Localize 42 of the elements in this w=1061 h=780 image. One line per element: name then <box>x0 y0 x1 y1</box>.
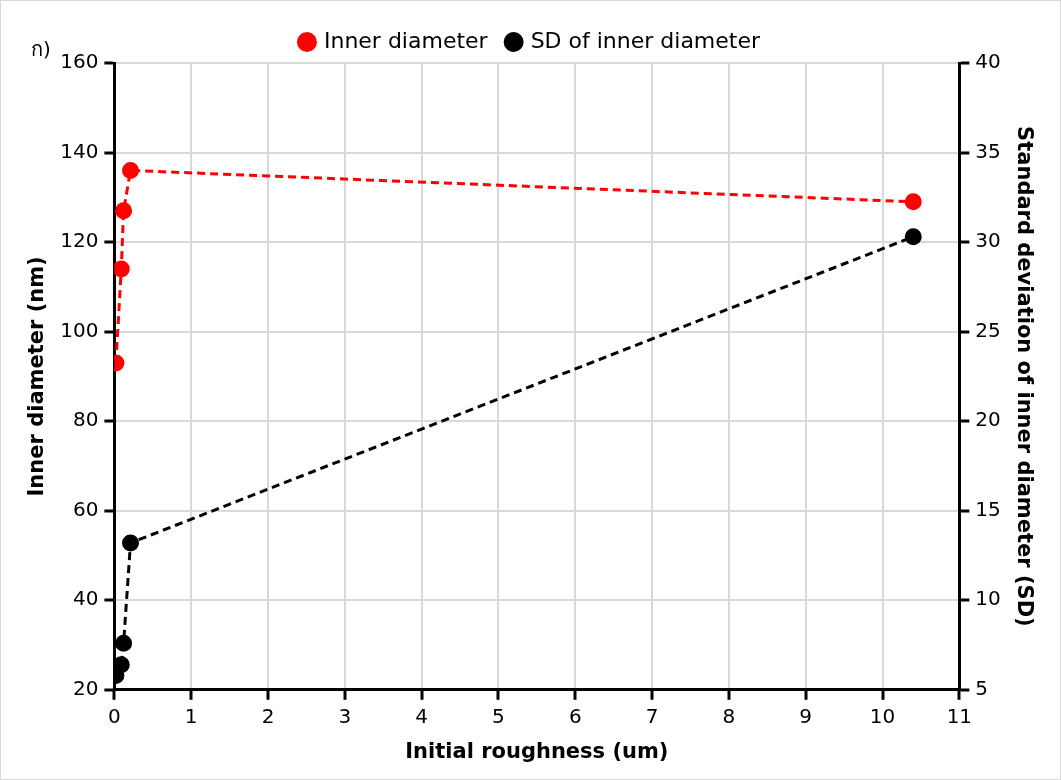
x-tick-label: 9 <box>799 704 813 728</box>
x-tick-label: 7 <box>645 704 659 728</box>
legend-label: SD of inner diameter <box>530 27 761 53</box>
y-tick-label: 140 <box>60 138 99 163</box>
x-tick-label: 1 <box>184 704 198 728</box>
point <box>115 634 133 652</box>
y-tick-label: 80 <box>72 407 99 432</box>
point <box>114 260 130 278</box>
y2-tick-label: 25 <box>975 317 1001 342</box>
y-tick-label: 60 <box>72 496 99 521</box>
point <box>114 656 130 674</box>
point <box>122 161 140 179</box>
x-tick-label: 2 <box>261 704 275 728</box>
y-axis-title: Inner diameter (nm) <box>24 256 49 497</box>
point <box>122 534 140 552</box>
x-tick-label: 10 <box>869 704 896 728</box>
x-tick-label: 6 <box>568 704 582 728</box>
y2-tick-label: 15 <box>975 496 1001 521</box>
y2-tick-label: 5 <box>975 676 989 700</box>
legend-label: Inner diameter <box>323 27 489 53</box>
y-tick-label: 40 <box>72 586 99 611</box>
x-axis-title: Initial roughness (um) <box>405 738 669 763</box>
y2-tick-label: 40 <box>975 49 1001 74</box>
point <box>115 202 133 220</box>
point <box>904 228 922 246</box>
point <box>904 193 922 211</box>
y2-axis-title: Standard deviation of inner diameter (SD) <box>1012 126 1037 627</box>
text: ก) <box>31 37 51 62</box>
y-tick-label: 20 <box>72 676 99 700</box>
y2-tick-label: 20 <box>975 407 1001 432</box>
y2-tick-label: 30 <box>975 228 1001 253</box>
x-tick-label: 4 <box>415 704 429 728</box>
x-tick-label: 0 <box>108 704 121 728</box>
x-tick-label: 3 <box>338 704 352 728</box>
y-tick-label: 160 <box>60 49 99 74</box>
y-tick-label: 100 <box>60 317 99 342</box>
y2-tick-label: 10 <box>975 586 1001 611</box>
y2-tick-label: 35 <box>975 138 1001 163</box>
x-tick-label: 8 <box>722 704 736 728</box>
x-tick-label: 11 <box>946 704 973 728</box>
x-tick-label: 5 <box>492 704 505 728</box>
y-tick-label: 120 <box>60 228 99 253</box>
